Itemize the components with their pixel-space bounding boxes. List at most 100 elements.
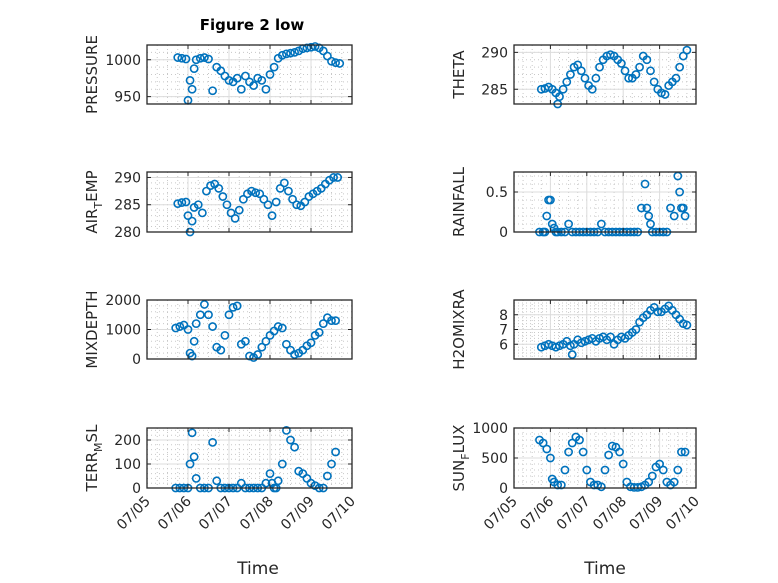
x-tick-label: 07/06 — [517, 493, 557, 533]
data-point — [181, 54, 191, 64]
x-tick-label: 07/07 — [554, 494, 594, 534]
data-point — [183, 325, 193, 334]
data-point — [649, 77, 659, 87]
y-tick-label: 285 — [114, 198, 141, 214]
data-point — [606, 332, 615, 342]
y-tick-label: 0 — [499, 481, 508, 497]
data-point — [220, 330, 230, 340]
data-point — [204, 54, 213, 64]
data-point — [680, 447, 690, 457]
y-tick-label: 0 — [499, 225, 508, 241]
data-point — [273, 322, 283, 331]
data-point — [646, 219, 655, 229]
axes-box — [146, 171, 353, 233]
x-axis-label-left: Time — [236, 559, 279, 579]
y-axis-label: MIXDEPTH — [83, 290, 101, 368]
x-tick-label: 07/05 — [114, 494, 154, 534]
data-point — [642, 55, 652, 65]
data-point — [682, 320, 692, 330]
data-point — [318, 319, 328, 328]
data-point — [187, 216, 197, 226]
axes-box — [513, 171, 697, 233]
data-point — [575, 435, 584, 445]
data-point — [542, 444, 552, 454]
data-point — [195, 310, 205, 320]
data-point — [288, 194, 297, 204]
data-point — [333, 173, 343, 182]
data-point — [261, 478, 271, 488]
data-point — [675, 62, 685, 72]
data-point — [306, 338, 316, 348]
data-point — [327, 459, 336, 469]
data-point — [230, 213, 240, 223]
data-point — [269, 62, 279, 72]
data-point — [558, 84, 568, 94]
data-point — [604, 450, 614, 460]
data-point — [197, 208, 207, 218]
y-axis-label: THETA — [450, 50, 468, 100]
data-point — [660, 90, 670, 99]
data-point — [236, 84, 246, 94]
x-tick-label: 07/07 — [196, 494, 236, 534]
data-point — [329, 173, 338, 182]
data-point — [595, 62, 604, 72]
data-point — [195, 53, 205, 63]
data-point — [240, 71, 250, 81]
data-point — [290, 350, 299, 359]
data-point — [322, 471, 332, 481]
data-point — [279, 178, 289, 188]
y-tick-label: 1000 — [105, 323, 141, 339]
data-point — [234, 205, 244, 215]
data-point — [232, 73, 242, 83]
x-tick-label: 07/10 — [319, 494, 359, 534]
data-point — [637, 203, 646, 213]
y-tick-label: 290 — [114, 170, 141, 186]
data-point — [284, 186, 293, 196]
data-point — [251, 188, 261, 198]
data-point — [682, 45, 692, 55]
data-point — [314, 328, 324, 337]
data-point — [671, 73, 681, 83]
data-point — [214, 183, 224, 193]
data-point — [222, 200, 232, 210]
data-point — [564, 447, 573, 457]
data-point — [642, 203, 652, 213]
data-point — [187, 428, 197, 438]
data-point — [177, 198, 187, 207]
subplot-air-temp: 280 285 290 AIRTEMP — [83, 170, 353, 241]
data-point — [238, 194, 248, 204]
data-point — [587, 84, 597, 94]
data-point — [620, 66, 630, 76]
data-point — [646, 66, 655, 76]
data-point — [271, 197, 281, 207]
data-point — [669, 211, 679, 221]
data-point — [673, 465, 683, 475]
data-point — [247, 186, 256, 196]
y-tick-label: 0 — [132, 481, 141, 497]
data-point — [189, 64, 199, 73]
axes-box — [146, 427, 353, 489]
y-tick-label: 2000 — [105, 293, 141, 309]
data-point — [331, 58, 340, 68]
data-point — [255, 189, 265, 199]
data-point — [275, 183, 285, 193]
y-tick-label: 290 — [481, 45, 508, 61]
data-point — [678, 203, 688, 213]
data-point — [624, 73, 634, 83]
data-point — [281, 339, 291, 349]
data-point — [177, 53, 187, 63]
data-point — [596, 219, 606, 229]
data-point — [267, 211, 277, 221]
data-point — [224, 76, 234, 85]
data-point — [616, 59, 626, 68]
data-point — [555, 92, 564, 102]
data-point — [596, 482, 606, 492]
y-tick-label: 0.5 — [486, 185, 508, 201]
data-point — [644, 211, 654, 221]
data-point — [335, 59, 345, 68]
data-point — [546, 195, 555, 205]
data-point — [199, 300, 209, 309]
